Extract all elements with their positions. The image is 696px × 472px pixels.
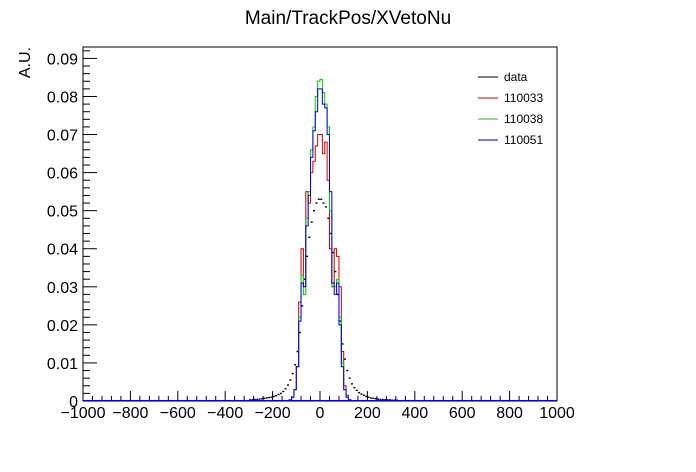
x-tick-label: 1000 <box>539 405 575 422</box>
x-tick-label: 800 <box>496 405 523 422</box>
x-tick-label: −400 <box>207 405 243 422</box>
y-axis-title: A.U. <box>17 47 34 78</box>
y-tick-label: 0.08 <box>47 89 78 106</box>
x-tick-label: 200 <box>354 405 381 422</box>
y-tick-label: 0.04 <box>47 242 78 259</box>
series-110038 <box>83 78 557 401</box>
y-tick-label: 0.07 <box>47 128 78 145</box>
y-tick-label: 0.05 <box>47 204 78 221</box>
legend-label: 110038 <box>504 112 543 126</box>
series-line <box>288 88 352 401</box>
legend-item: 110033 <box>478 91 543 105</box>
x-tick-label: 400 <box>401 405 428 422</box>
legend-item: data <box>478 70 528 84</box>
y-axis: 0 0.01 0.02 0.03 0.04 0.05 0.06 0.07 0.08 0.09 <box>47 50 97 411</box>
x-tick-label: −200 <box>255 405 291 422</box>
y-tick-label: 0.01 <box>47 356 78 373</box>
series-data-points <box>249 198 399 401</box>
legend: data 110033 110038 110051 <box>478 70 543 147</box>
plot-frame <box>82 46 558 402</box>
x-tick-label: −600 <box>160 405 196 422</box>
y-tick-label: 0 <box>69 394 78 411</box>
series-110051 <box>83 88 557 401</box>
y-tick-label: 0.09 <box>47 51 78 68</box>
y-tick-label: 0.02 <box>47 318 78 335</box>
x-tick-label: −1000 <box>61 405 106 422</box>
legend-label: data <box>504 70 528 84</box>
legend-item: 110051 <box>478 133 543 147</box>
y-tick-label: 0.06 <box>47 166 78 183</box>
x-axis: −1000 −800 −600 −400 −200 0 200 400 600 800 1000 <box>61 391 575 422</box>
x-tick-label: 600 <box>449 405 476 422</box>
series-layer <box>83 78 557 401</box>
legend-item: 110038 <box>478 112 543 126</box>
legend-label: 110033 <box>504 91 543 105</box>
y-tick-label: 0.03 <box>47 280 78 297</box>
chart-title: Main/TrackPos/XVetoNu <box>245 8 451 29</box>
series-110033 <box>83 134 557 401</box>
x-tick-label: −800 <box>112 405 148 422</box>
x-tick-label: 0 <box>316 405 325 422</box>
legend-label: 110051 <box>504 133 543 147</box>
